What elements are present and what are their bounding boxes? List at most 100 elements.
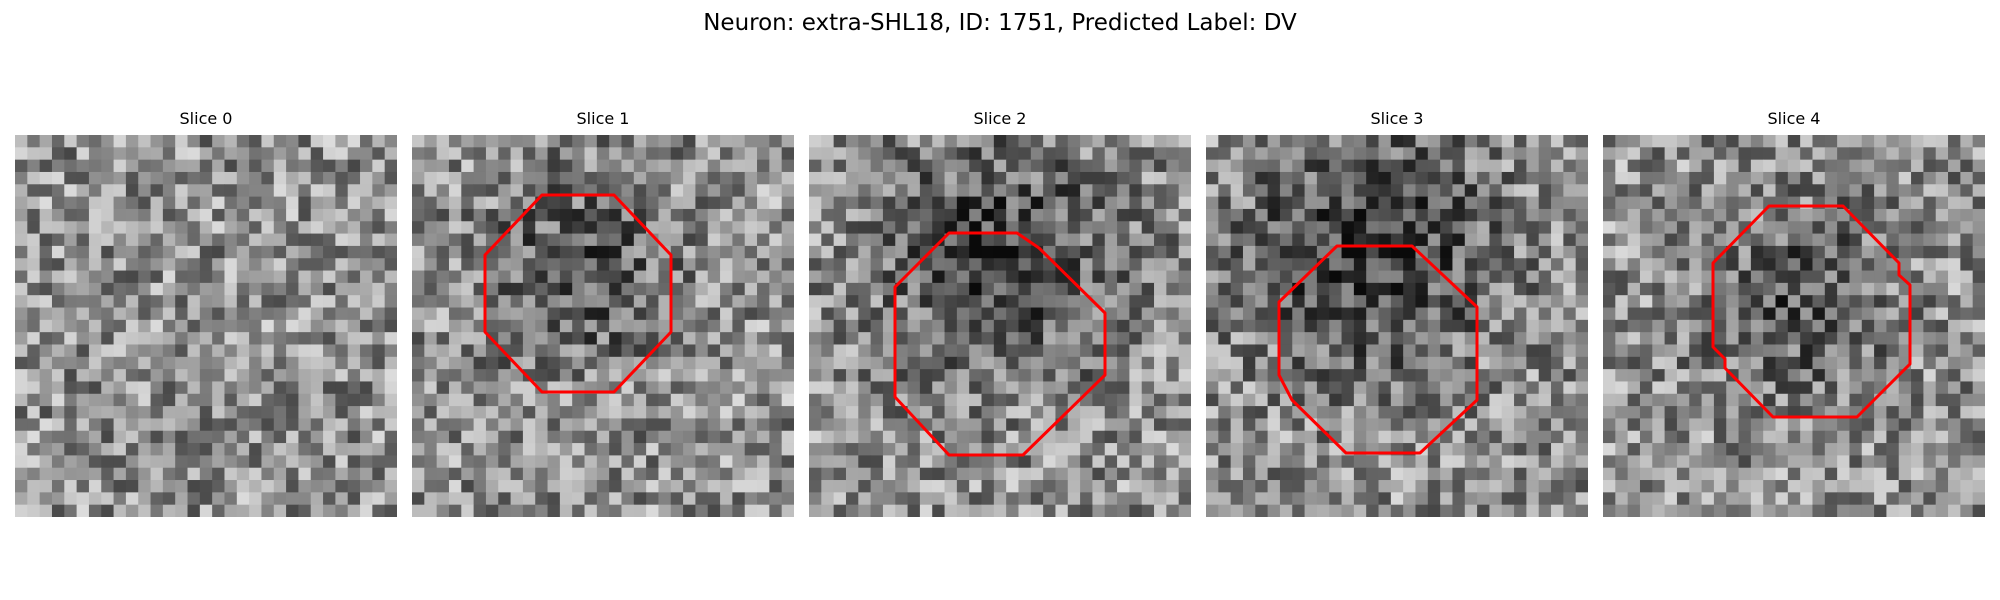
pixel-cell [88,430,102,444]
pixel-cell [1242,184,1256,198]
pixel-cell [1575,381,1588,395]
pixel-cell [1787,504,1801,517]
pixel-cell [1378,406,1392,419]
pixel-cell [1055,307,1069,321]
pixel-cell [1378,307,1392,321]
pixel-cell [51,480,65,493]
pixel-cell [1018,245,1032,259]
pixel-cell [695,356,709,370]
pixel-cell [1652,135,1666,148]
pixel-cell [821,159,835,173]
pixel-cell [1378,233,1392,247]
pixel-cell [150,492,164,506]
pixel-cell [1787,171,1801,185]
pixel-cell [559,196,573,210]
pixel-cell [707,504,721,517]
pixel-cell [1255,393,1269,407]
pixel-cell [150,135,164,148]
pixel-cell [298,270,312,284]
pixel-cell [310,258,324,271]
pixel-cell [1551,332,1564,345]
pixel-cell [125,147,139,161]
pixel-cell [15,258,28,271]
pixel-cell [609,480,622,493]
pixel-cell [15,480,28,493]
pixel-cell [150,258,164,271]
pixel-cell [1154,393,1167,407]
pixel-cell [1166,406,1180,419]
pixel-cell [436,430,450,444]
pixel-cell [461,356,475,370]
pixel-cell [845,159,859,173]
pixel-cell [895,258,908,271]
pixel-cell [1477,307,1490,321]
pixel-cell [559,393,573,407]
pixel-cell [1341,184,1355,198]
pixel-cell [1255,258,1269,271]
pixel-cell [1055,480,1069,493]
pixel-cell [1292,344,1305,358]
pixel-cell [695,344,709,358]
pixel-cell [212,295,225,308]
pixel-cell [448,467,462,481]
pixel-cell [1218,258,1232,271]
pixel-cell [76,184,90,198]
pixel-cell [323,171,336,185]
pixel-cell [981,196,995,210]
pixel-cell [261,406,275,419]
pixel-cell [547,406,561,419]
pixel-cell [845,135,859,148]
pixel-cell [1664,208,1678,222]
pixel-cell [882,443,896,456]
pixel-cell [224,258,238,271]
pixel-cell [1538,307,1552,321]
pixel-cell [1603,344,1616,358]
pixel-cell [1575,393,1588,407]
pixel-cell [347,381,361,395]
pixel-cell [360,184,373,198]
pixel-cell [1366,319,1379,333]
pixel-cell [1206,221,1219,234]
pixel-cell [335,344,349,358]
pixel-cell [1689,467,1702,481]
pixel-cell [1898,245,1912,259]
pixel-cell [1514,159,1527,173]
pixel-cell [559,245,573,259]
pixel-cell [1603,381,1616,395]
pixel-cell [1403,147,1416,161]
pixel-cell [757,504,770,517]
pixel-cell [1689,147,1702,161]
pixel-cell [858,492,872,506]
pixel-cell [1427,344,1441,358]
pixel-cell [907,245,921,259]
pixel-cell [1366,196,1379,210]
pixel-cell [993,356,1007,370]
pixel-cell [1763,455,1776,469]
pixel-cell [1166,418,1180,432]
pixel-cell [695,270,709,284]
pixel-cell [584,196,598,210]
pixel-cell [1304,344,1318,358]
pixel-cell [1427,135,1441,148]
pixel-cell [113,171,127,185]
pixel-cell [27,135,41,148]
pixel-cell [882,381,896,395]
pixel-cell [473,295,487,308]
pixel-cell [1713,430,1727,444]
pixel-cell [273,406,287,419]
pixel-cell [744,480,758,493]
pixel-cell [187,504,201,517]
pixel-cell [1627,393,1641,407]
pixel-cell [1279,135,1293,148]
pixel-cell [845,270,859,284]
pixel-cell [944,135,958,148]
pixel-cell [1972,196,1985,210]
pixel-cell [1390,221,1404,234]
pixel-cell [424,418,438,432]
pixel-cell [448,344,462,358]
pixel-cell [1726,135,1739,148]
pixel-cell [347,135,361,148]
pixel-cell [212,171,225,185]
pixel-cell [310,492,324,506]
pixel-cell [547,430,561,444]
